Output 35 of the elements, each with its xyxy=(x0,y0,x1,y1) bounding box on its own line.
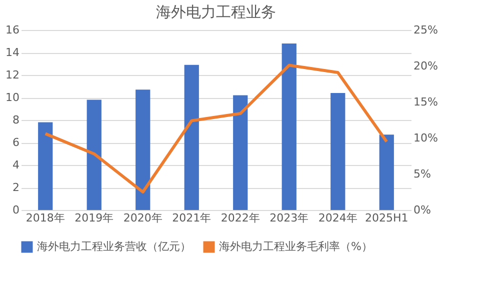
y-tick-label: 14 xyxy=(6,46,20,59)
x-tick-label: 2025H1 xyxy=(364,212,408,224)
x-tick-label: 2019年 xyxy=(74,212,114,224)
bar xyxy=(184,64,199,210)
bar xyxy=(233,95,248,210)
bar xyxy=(282,44,296,210)
chart-title: 海外电力工程业务 xyxy=(156,3,276,21)
x-tick-label: 2024年 xyxy=(318,212,358,224)
y-tick-label: 2 xyxy=(12,181,20,194)
line-series xyxy=(44,64,388,194)
y-tick-label: 0 xyxy=(12,204,20,216)
y-tick-label: 6 xyxy=(12,136,20,149)
x-tick-label: 2020年 xyxy=(123,212,162,224)
x-tick-label: 2022年 xyxy=(220,212,260,224)
bar xyxy=(136,90,150,210)
y2-tick-label: 25% xyxy=(414,24,438,36)
y-tick-label: 4 xyxy=(12,158,20,172)
bar xyxy=(330,93,346,210)
legend-label: 海外电力工程业务毛利率（%） xyxy=(219,240,372,253)
y-tick-label: 10 xyxy=(6,91,20,104)
x-tick-label: 2021年 xyxy=(172,212,212,224)
x-tick-label: 2018年 xyxy=(26,212,65,224)
y2-tick-label: 15% xyxy=(414,96,438,108)
y-tick-label: 16 xyxy=(6,24,20,36)
bar xyxy=(86,100,102,210)
y2-tick-label: 5% xyxy=(414,168,431,180)
bar xyxy=(38,122,53,210)
x-tick-label: 2023年 xyxy=(270,212,309,224)
y2-tick-label: 0% xyxy=(414,204,431,216)
y-tick-label: 8 xyxy=(12,114,20,126)
y2-tick-label: 20% xyxy=(414,60,438,72)
y2-tick-label: 10% xyxy=(414,132,438,144)
bar xyxy=(379,134,394,210)
legend-label: 海外电力工程业务营收（亿元） xyxy=(37,240,191,253)
y-tick-label: 12 xyxy=(6,68,20,82)
